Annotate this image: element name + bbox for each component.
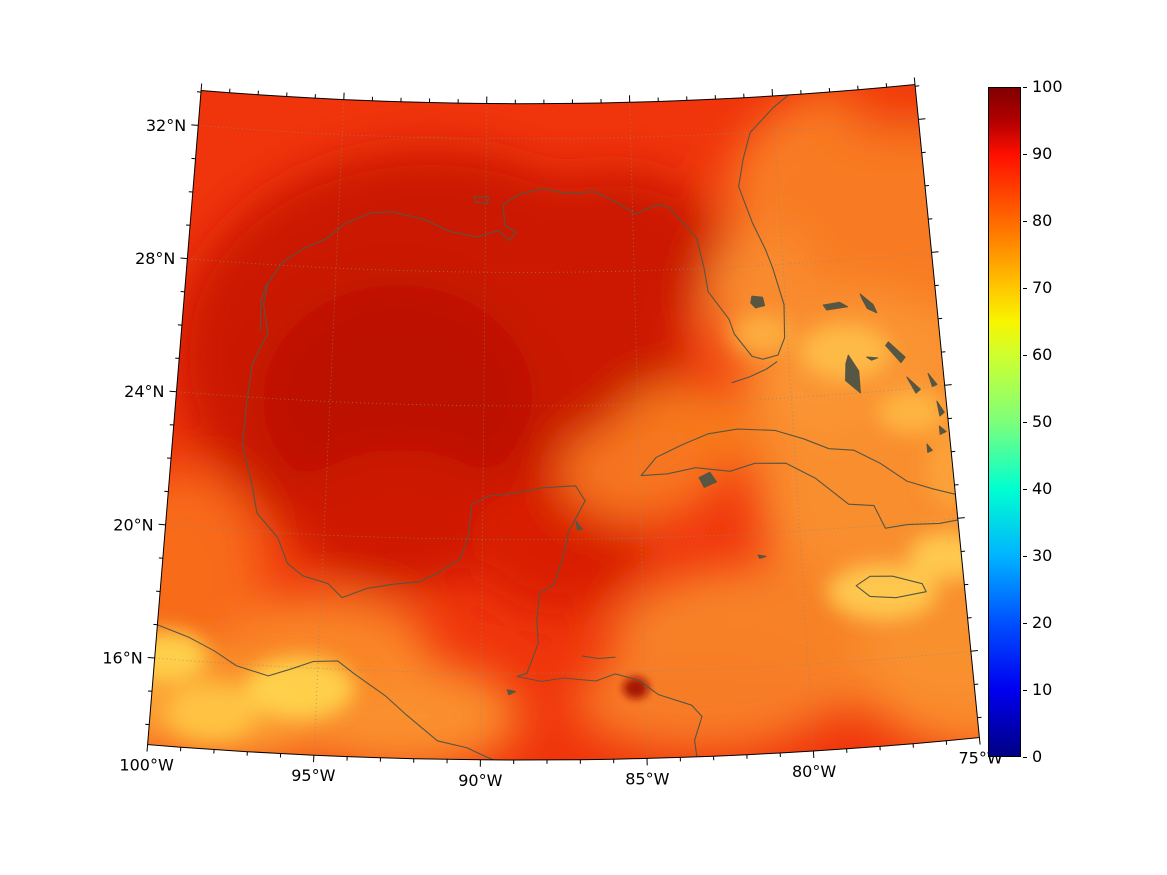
coastline-mexico-centam-coast (241, 332, 703, 758)
coastline-florida-keys (731, 361, 778, 384)
colorbar-tick-label: 50 (1032, 412, 1053, 431)
colorbar-tick (1023, 220, 1027, 222)
x-tick-label: 80°W (792, 762, 836, 781)
axis-tick (944, 384, 952, 386)
graticule-parallel (165, 517, 958, 540)
colorbar-tick-label: 20 (1032, 613, 1053, 632)
colorbar-tick-label: 100 (1032, 77, 1063, 96)
y-tick-label: 32°N (146, 116, 186, 135)
coastline-abaco (859, 293, 878, 314)
axis-tick (970, 650, 978, 652)
coastline-cat-island (927, 372, 938, 388)
x-tick-label: 100°W (119, 756, 174, 775)
colorbar-tick-label: 30 (1032, 546, 1053, 565)
colorbar-tick-label: 80 (1032, 211, 1053, 230)
colorbar-tick-label: 40 (1032, 479, 1053, 498)
coastline-jamaica (855, 575, 927, 599)
axis-labels: 100°W95°W 90°W 85°W 80°W75°W32°N28°N24°N20°… (102, 116, 1002, 790)
graticule (154, 95, 971, 760)
axis-tick (200, 83, 203, 91)
colorbar-tick (1023, 622, 1027, 624)
graticule-meridian (772, 95, 814, 752)
colorbar-tick-label: 70 (1032, 278, 1053, 297)
colorbar-tick-label: 90 (1032, 144, 1053, 163)
colorbar-tick (1023, 153, 1027, 155)
y-tick-label: 24°N (124, 382, 164, 401)
y-tick-label: 16°N (102, 649, 142, 668)
colorbar-tick-label: 10 (1032, 680, 1053, 699)
colorbar-tick (1023, 86, 1027, 88)
coastline-long-island (936, 400, 945, 417)
axis-tick (918, 118, 926, 120)
graticule-meridian (629, 102, 648, 759)
colorbar: 100 90 80 70 60 50 40 30 20 10 0 (988, 77, 1063, 766)
axis-tick (146, 744, 149, 752)
coastline-texas-barrier-lagoon (259, 283, 267, 332)
coastline-exuma-chain (906, 376, 921, 394)
axis-tick (957, 517, 965, 519)
graticule-meridian (480, 103, 488, 760)
axis-ticks (145, 77, 982, 767)
colorbar-tick (1023, 555, 1027, 557)
colorbar-tick (1023, 354, 1027, 356)
axis-tick (158, 523, 166, 526)
coastline-us-gulf-atlantic-coast (263, 92, 792, 360)
x-tick-label: 85°W (625, 769, 669, 788)
coastline-andros (845, 354, 861, 394)
colorbar-tick-label: 60 (1032, 345, 1053, 364)
graticule-parallel (198, 119, 919, 140)
coastline-crooked-island (938, 425, 947, 435)
axis-tick (191, 124, 199, 126)
axis-tick (913, 77, 916, 85)
coastline-lake-pontchartrain (473, 196, 490, 205)
coastline-bay-islands (581, 655, 616, 660)
axis-tick (169, 390, 177, 393)
x-tick-label: 95°W (291, 766, 335, 785)
x-tick-label: 90°W (458, 771, 502, 790)
coastline-grand-cayman (757, 554, 767, 559)
coastline-eleuthera (885, 341, 906, 364)
colorbar-tick (1023, 689, 1027, 691)
graticule-parallel (154, 650, 971, 674)
colorbar-tick-label: 0 (1032, 747, 1043, 766)
colorbar-tick (1023, 488, 1027, 490)
graticule-parallel (187, 252, 932, 273)
coastline-cozumel (575, 520, 583, 531)
coastline-new-providence (866, 356, 879, 361)
field-spots (623, 677, 649, 699)
coastline-grand-bahama (822, 301, 849, 311)
axis-tick (147, 657, 155, 659)
coastline-pacific-coast (156, 624, 495, 760)
axis-tick (931, 251, 939, 253)
coastline-isla-juventud (698, 471, 718, 488)
graticule-meridian (313, 99, 345, 756)
y-tick-label: 20°N (113, 515, 153, 534)
graticule-parallel (176, 384, 945, 407)
axis-tick (978, 737, 981, 745)
axis-tick (180, 257, 188, 260)
coastline-lake-okeechobee (750, 295, 766, 309)
coastline-ragged-island (926, 443, 933, 453)
coastline-lake-izabal (506, 689, 517, 696)
colorbar-tick (1023, 421, 1027, 423)
y-tick-label: 28°N (135, 249, 175, 268)
colorbar-tick (1023, 287, 1027, 289)
colorbar-gradient (988, 87, 1021, 757)
colorbar-tick (1023, 756, 1027, 758)
